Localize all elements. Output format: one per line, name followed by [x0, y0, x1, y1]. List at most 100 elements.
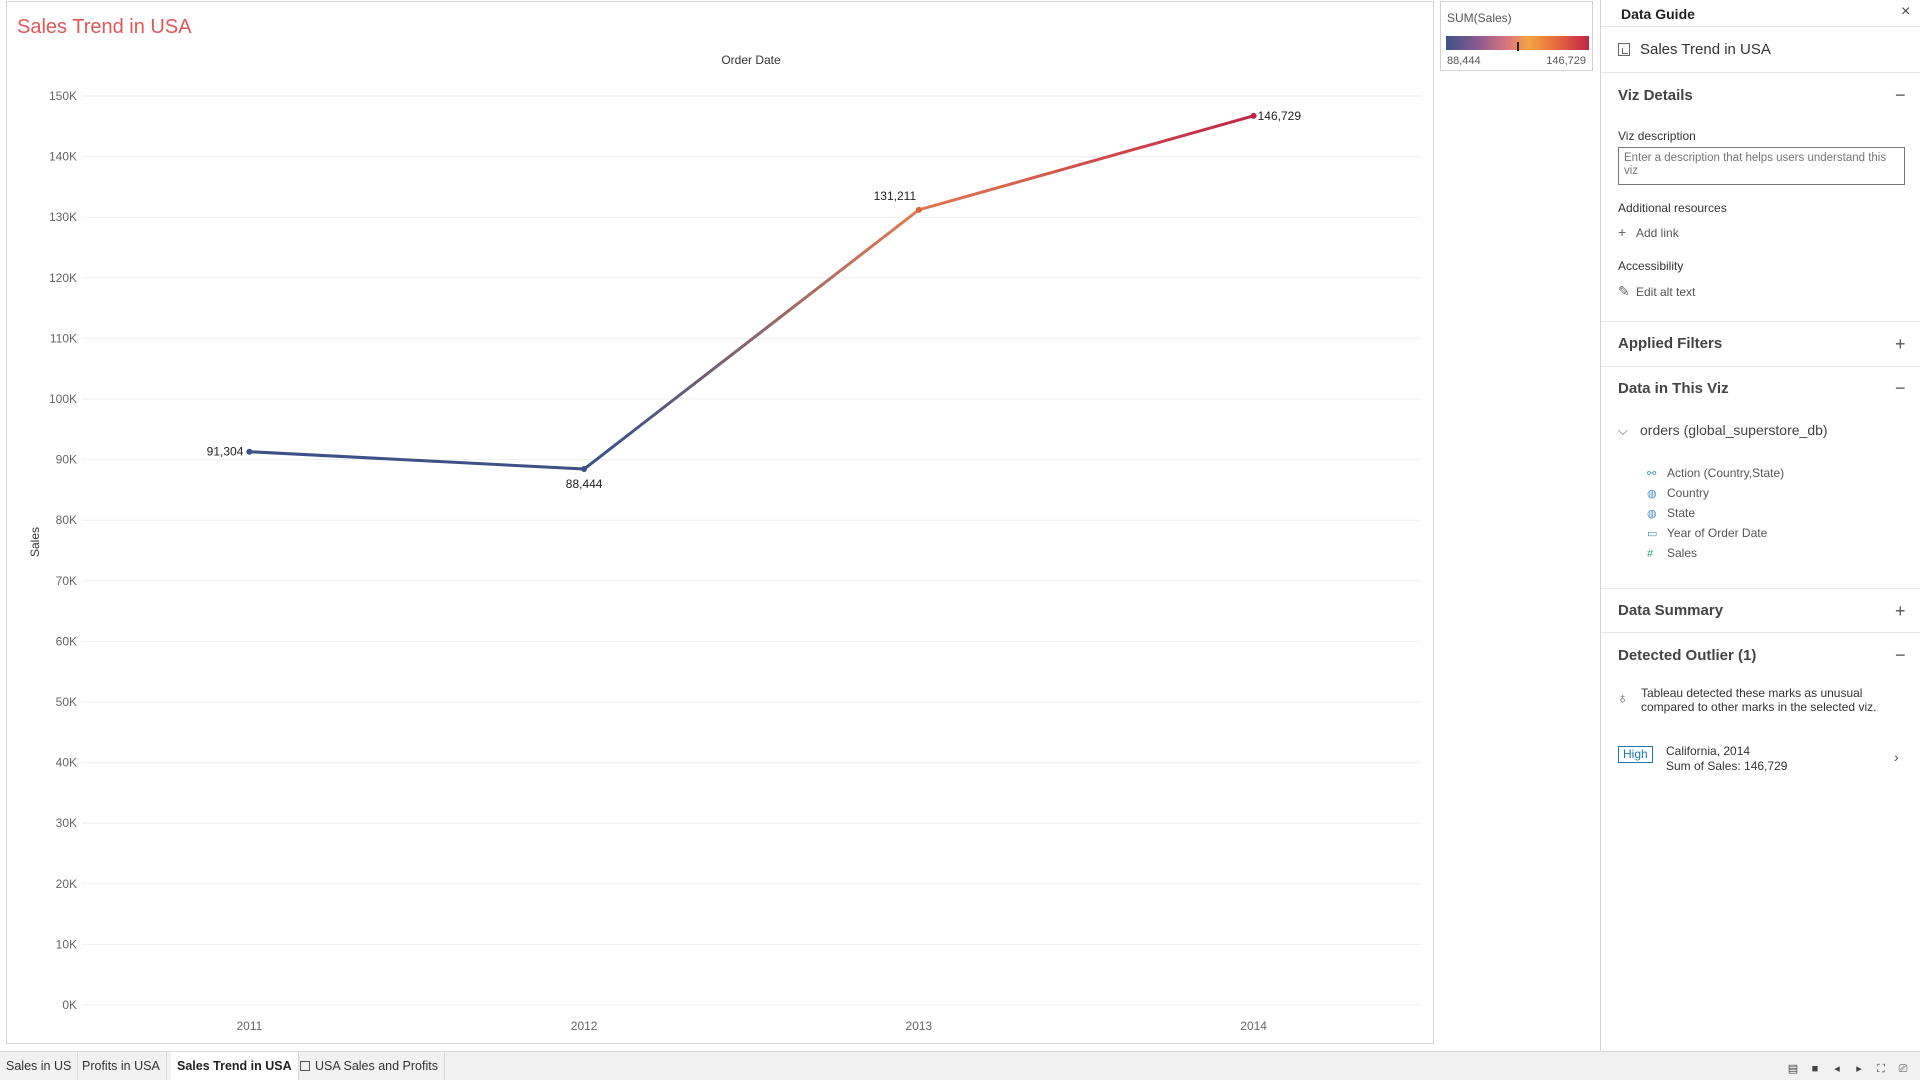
data-point: [915, 206, 922, 213]
y-tick-label: 100K: [49, 392, 77, 406]
tab-label: Sales Trend in USA: [177, 1059, 292, 1073]
add-link-label: Add link: [1636, 226, 1679, 240]
outlier-description: Tableau detected these marks as unusual …: [1641, 686, 1877, 714]
additional-resources-label: Additional resources: [1618, 201, 1727, 215]
y-tick-label: 120K: [49, 271, 77, 285]
sheet-tab-bar: Sales in US Profits in USA Sales Trend i…: [0, 1051, 1920, 1080]
field-name: Country: [1667, 486, 1710, 500]
data-label: 91,304: [207, 445, 244, 459]
y-tick-label: 0K: [62, 998, 77, 1012]
lightbulb-icon: ♁: [1617, 690, 1629, 707]
y-tick-label: 30K: [56, 816, 77, 830]
x-tick-label: 2011: [236, 1019, 262, 1033]
data-summary-header[interactable]: Data Summary: [1618, 602, 1724, 619]
field-name: Sales: [1667, 546, 1698, 560]
viz-details-header[interactable]: Viz Details: [1618, 87, 1693, 104]
chevron-down-icon: ⌵: [1618, 423, 1628, 438]
accessibility-label: Accessibility: [1618, 259, 1684, 273]
detected-outlier-header[interactable]: Detected Outlier (1): [1618, 647, 1757, 664]
tab-profits-in-usa[interactable]: Profits in USA: [76, 1052, 167, 1080]
sales-line: [249, 114, 1255, 471]
legend-title: SUM(Sales): [1447, 11, 1512, 25]
viz-panel: 0K 10K 20K 30K 40K 50K 60K 70K 80K 90K 100K 110K 120…: [6, 1, 1434, 1044]
sheet-icon: [1618, 43, 1630, 56]
divider: [1601, 72, 1920, 73]
divider: [1601, 588, 1920, 589]
applied-filters-header[interactable]: Applied Filters: [1618, 335, 1723, 352]
y-tick-label: 40K: [56, 756, 77, 770]
tab-label: Profits in USA: [82, 1059, 160, 1073]
data-label: 131,211: [874, 189, 917, 203]
data-label: 88,444: [566, 477, 603, 491]
tab-sales-trend-in-usa[interactable]: Sales Trend in USA: [171, 1052, 299, 1080]
color-legend[interactable]: SUM(Sales) 88,444 146,729: [1440, 1, 1593, 71]
field-item: ◍ Country: [1647, 486, 1709, 500]
expand-icon[interactable]: +: [1895, 601, 1906, 621]
line-chart: 0K 10K 20K 30K 40K 50K 60K 70K 80K 90K 100K 110K 120…: [28, 53, 1421, 1033]
field-type-icon: ▭: [1647, 528, 1658, 540]
field-name: Year of Order Date: [1667, 526, 1768, 540]
outlier-mark-value: Sum of Sales: 146,729: [1666, 759, 1788, 773]
x-tick-label: 2014: [1240, 1019, 1267, 1033]
collapse-icon[interactable]: −: [1895, 85, 1906, 105]
dashboard-icon: [300, 1061, 310, 1071]
sheet-name: Sales Trend in USA: [1640, 41, 1771, 58]
collapse-icon[interactable]: −: [1895, 378, 1906, 398]
y-axis-title: Sales: [28, 527, 42, 557]
add-link-button[interactable]: + Add link: [1618, 224, 1679, 240]
expand-icon[interactable]: +: [1895, 334, 1906, 354]
field-type-icon: ⚯: [1647, 468, 1657, 480]
field-item: # Sales: [1647, 546, 1697, 560]
field-item: ▭ Year of Order Date: [1647, 526, 1767, 540]
previous-sheet-icon[interactable]: ◂: [1834, 1063, 1840, 1075]
x-tick-label: 2012: [571, 1019, 598, 1033]
data-guide-panel: Data Guide × Sales Trend in USA Viz Deta…: [1600, 0, 1920, 1051]
outlier-mark-name: California, 2014: [1666, 744, 1751, 758]
y-tick-label: 90K: [56, 453, 77, 467]
divider: [1601, 632, 1920, 633]
data-guide-title: Data Guide: [1621, 6, 1695, 22]
viz-title: Sales Trend in USA: [17, 16, 192, 38]
outlier-severity-badge: High: [1618, 746, 1653, 763]
close-icon[interactable]: ×: [1901, 3, 1911, 20]
tab-sales-in-us[interactable]: Sales in US: [0, 1052, 79, 1080]
data-point: [1250, 112, 1257, 119]
viz-description-label: Viz description: [1618, 129, 1696, 143]
y-tick-label: 150K: [49, 89, 77, 103]
y-tick-label: 60K: [56, 634, 77, 648]
tab-label: USA Sales and Profits: [315, 1059, 438, 1073]
field-name: Action (Country,State): [1667, 466, 1785, 480]
viz-description-input[interactable]: [1618, 147, 1905, 185]
edit-alt-text-button[interactable]: ✎ Edit alt text: [1618, 283, 1695, 300]
y-tick-label: 20K: [56, 877, 77, 891]
collapse-icon[interactable]: −: [1895, 645, 1906, 665]
tab-usa-sales-and-profits[interactable]: USA Sales and Profits: [294, 1052, 445, 1080]
data-point: [246, 448, 253, 455]
data-point: [581, 466, 588, 473]
datasource-name: orders (global_superstore_db): [1640, 422, 1828, 438]
data-label: 146,729: [1258, 109, 1302, 123]
y-tick-label: 10K: [56, 937, 77, 951]
presentation-icon[interactable]: ⎚: [1898, 1063, 1908, 1075]
x-axis-title: Order Date: [721, 53, 781, 67]
field-item: ⚯ Action (Country,State): [1647, 466, 1784, 480]
y-tick-label: 80K: [56, 513, 77, 527]
tab-label: Sales in US: [6, 1059, 72, 1073]
sheet-view-icon[interactable]: ■: [1811, 1063, 1819, 1075]
fullscreen-icon[interactable]: ⛶: [1877, 1063, 1885, 1075]
legend-min-label: 88,444: [1447, 55, 1481, 67]
next-sheet-icon[interactable]: ▸: [1856, 1063, 1862, 1075]
outlier-item[interactable]: High California, 2014 Sum of Sales: 146,…: [1618, 744, 1908, 776]
chevron-right-icon: ›: [1894, 749, 1899, 765]
field-type-icon: #: [1647, 548, 1654, 560]
x-tick-label: 2013: [906, 1019, 933, 1033]
filmstrip-icon[interactable]: ▤: [1787, 1063, 1799, 1075]
edit-alt-text-label: Edit alt text: [1636, 285, 1696, 299]
y-tick-label: 70K: [56, 574, 77, 588]
y-tick-label: 130K: [49, 210, 77, 224]
field-type-icon: ◍: [1647, 488, 1657, 500]
data-in-viz-header[interactable]: Data in This Viz: [1618, 380, 1729, 397]
datasource-row[interactable]: ⌵ orders (global_superstore_db): [1618, 422, 1828, 439]
sheet-navigation: ▤ ■ ◂ ▸ ⛶ ⎚: [1780, 1059, 1912, 1075]
